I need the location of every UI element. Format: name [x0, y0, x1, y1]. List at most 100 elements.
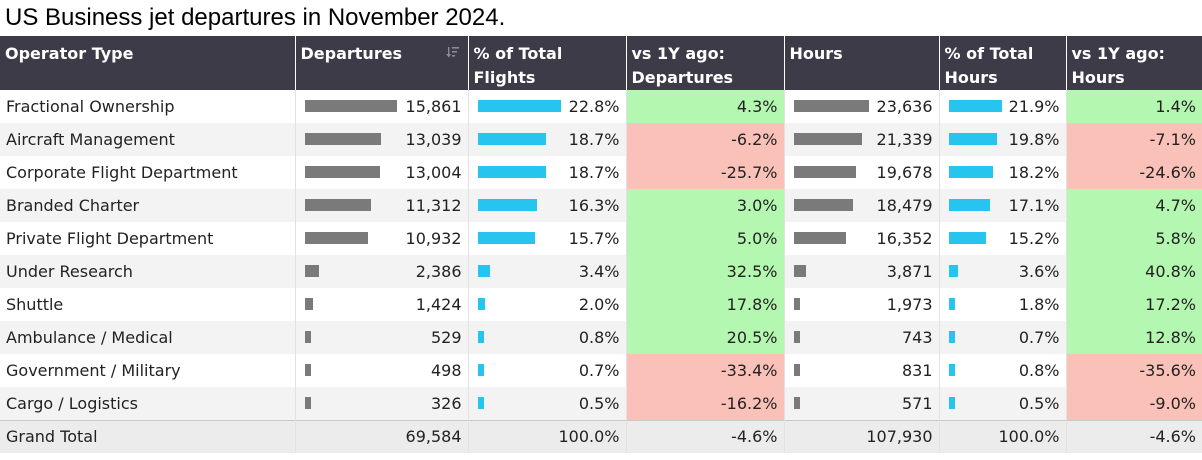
- vs-departures-cell: -6.2%: [626, 123, 785, 156]
- header-departures[interactable]: Departures: [295, 36, 469, 90]
- pct-hours-cell: 0.7%: [939, 321, 1067, 354]
- hours-bar: [793, 265, 806, 277]
- header-pct-total-flights[interactable]: % of Total Flights: [468, 36, 627, 90]
- departures-cell: 2,386: [295, 255, 469, 288]
- header-pct-total-hours[interactable]: % of Total Hours: [939, 36, 1067, 90]
- hours-cell: 831: [784, 354, 940, 387]
- departures-cell: 326: [295, 387, 469, 420]
- pct-flights-cell-value: 22.8%: [568, 97, 620, 116]
- departures-cell: 11,312: [295, 189, 469, 222]
- departures-bar: [304, 265, 319, 277]
- vs-hours-cell: 17.2%: [1066, 288, 1202, 321]
- table-row: Branded Charter 11,312 16.3% 3.0% 18,479 17.1…: [0, 189, 1202, 222]
- vs-hours-cell-value: -35.6%: [1139, 361, 1196, 380]
- operator-type-cell: Private Flight Department: [0, 222, 296, 255]
- pct-hours-cell: 15.2%: [939, 222, 1067, 255]
- vs-departures-cell: 3.0%: [626, 189, 785, 222]
- operator-type-cell: Cargo / Logistics: [0, 387, 296, 420]
- departures-cell-value: 2,386: [415, 262, 462, 281]
- hours-bar: [793, 397, 800, 409]
- operator-type-cell: Fractional Ownership: [0, 90, 296, 123]
- pct-hours-cell-value: 19.8%: [1008, 130, 1060, 149]
- vs-departures-cell-value: -6.2%: [731, 130, 778, 149]
- pct-hours-cell: 19.8%: [939, 123, 1067, 156]
- hours-cell-value: 3,871: [886, 262, 933, 281]
- operator-type-cell-value: Corporate Flight Department: [6, 163, 238, 182]
- pct-hours-cell-value: 21.9%: [1008, 97, 1060, 116]
- total-vs-departures: -4.6%: [626, 419, 785, 453]
- vs-hours-cell: -7.1%: [1066, 123, 1202, 156]
- table-row: Private Flight Department 10,932 15.7% 5.0%…: [0, 222, 1202, 255]
- vs-departures-cell: -25.7%: [626, 156, 785, 189]
- chart-title: US Business jet departures in November 2…: [5, 4, 506, 31]
- vs-hours-cell-value: 1.4%: [1155, 97, 1196, 116]
- total-departures: 69,584: [295, 419, 469, 453]
- pct-hours-cell-value: 17.1%: [1008, 196, 1060, 215]
- vs-departures-cell-value: 4.3%: [736, 97, 778, 116]
- hours-bar: [793, 232, 846, 244]
- pct-flights-cell: 0.5%: [468, 387, 627, 420]
- total-hours: 107,930: [784, 419, 940, 453]
- operator-type-cell-value: Shuttle: [6, 295, 64, 314]
- header-hours[interactable]: Hours: [784, 36, 940, 90]
- hours-cell: 16,352: [784, 222, 940, 255]
- pct-hours-bar: [948, 397, 955, 409]
- vs-departures-cell-value: 3.0%: [736, 196, 778, 215]
- operator-type-cell: Aircraft Management: [0, 123, 296, 156]
- operator-type-cell-value: Private Flight Department: [6, 229, 214, 248]
- departures-cell: 13,039: [295, 123, 469, 156]
- pct-hours-cell: 21.9%: [939, 90, 1067, 123]
- table-body: Fractional Ownership 15,861 22.8% 4.3% 23,63…: [0, 90, 1202, 420]
- pct-hours-cell: 1.8%: [939, 288, 1067, 321]
- pct-hours-cell-value: 18.2%: [1008, 163, 1060, 182]
- total-pct-flights: 100.0%: [468, 419, 627, 453]
- pct-flights-cell-value: 0.8%: [578, 328, 620, 347]
- pct-flights-cell-value: 15.7%: [568, 229, 620, 248]
- hours-bar: [793, 166, 856, 178]
- departures-bar: [304, 364, 311, 376]
- vs-hours-cell-value: -7.1%: [1149, 130, 1196, 149]
- operator-type-cell: Government / Military: [0, 354, 296, 387]
- pct-flights-cell: 2.0%: [468, 288, 627, 321]
- departures-cell: 498: [295, 354, 469, 387]
- header-vs-1y-departures[interactable]: vs 1Y ago: Departures: [626, 36, 785, 90]
- table-row: Shuttle 1,424 2.0% 17.8% 1,973 1.8% 17.2%: [0, 288, 1202, 321]
- hours-bar: [793, 100, 869, 112]
- table-row: Under Research 2,386 3.4% 32.5% 3,871 3.6% 40.…: [0, 255, 1202, 288]
- vs-departures-cell-value: 20.5%: [726, 328, 778, 347]
- vs-departures-cell: 20.5%: [626, 321, 785, 354]
- vs-hours-cell-value: -9.0%: [1149, 393, 1196, 413]
- total-vs-hours: -4.6%: [1066, 419, 1202, 453]
- pct-hours-cell-value: 0.5%: [1018, 393, 1060, 413]
- departures-bar: [304, 100, 397, 112]
- hours-cell-value: 19,678: [876, 163, 933, 182]
- header-vs-1y-hours[interactable]: vs 1Y ago: Hours: [1066, 36, 1202, 90]
- table-row: Ambulance / Medical 529 0.8% 20.5% 743 0.7% 12…: [0, 321, 1202, 354]
- vs-hours-cell-value: -24.6%: [1139, 163, 1196, 182]
- pct-hours-bar: [948, 265, 958, 277]
- pct-flights-cell: 18.7%: [468, 156, 627, 189]
- hours-cell-value: 743: [901, 328, 933, 347]
- vs-departures-cell: 5.0%: [626, 222, 785, 255]
- vs-hours-cell: -9.0%: [1066, 387, 1202, 420]
- pct-flights-bar: [477, 364, 484, 376]
- vs-hours-cell-value: 5.8%: [1155, 229, 1196, 248]
- header-operator-type[interactable]: Operator Type: [0, 36, 296, 90]
- pct-flights-bar: [477, 133, 546, 145]
- pct-flights-cell-value: 0.5%: [578, 393, 620, 413]
- hours-cell: 21,339: [784, 123, 940, 156]
- table-row: Corporate Flight Department 13,004 18.7% -2…: [0, 156, 1202, 189]
- operator-type-cell-value: Under Research: [6, 262, 133, 281]
- departures-cell: 1,424: [295, 288, 469, 321]
- departures-bar: [304, 133, 381, 145]
- pct-flights-bar: [477, 100, 561, 112]
- pct-hours-cell: 18.2%: [939, 156, 1067, 189]
- hours-cell-value: 1,973: [886, 295, 933, 314]
- sort-descending-icon[interactable]: [445, 45, 460, 59]
- operator-type-cell: Ambulance / Medical: [0, 321, 296, 354]
- departures-cell-value: 15,861: [405, 97, 462, 116]
- table-row: Fractional Ownership 15,861 22.8% 4.3% 23,63…: [0, 90, 1202, 123]
- vs-hours-cell-value: 4.7%: [1155, 196, 1196, 215]
- pct-hours-bar: [948, 232, 986, 244]
- pct-hours-bar: [948, 100, 1002, 112]
